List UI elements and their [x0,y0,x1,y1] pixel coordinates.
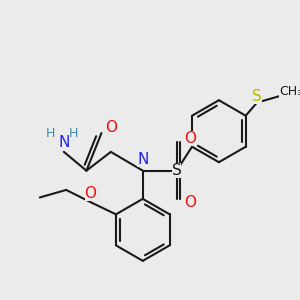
Text: H: H [69,127,78,140]
Text: N: N [58,135,70,150]
Text: O: O [85,186,97,201]
Text: N: N [137,152,148,167]
Text: CH₃: CH₃ [279,85,300,98]
Text: O: O [105,120,117,135]
Text: H: H [46,127,56,140]
Text: O: O [184,131,196,146]
Text: O: O [184,195,196,210]
Text: S: S [172,163,182,178]
Text: S: S [252,89,262,104]
